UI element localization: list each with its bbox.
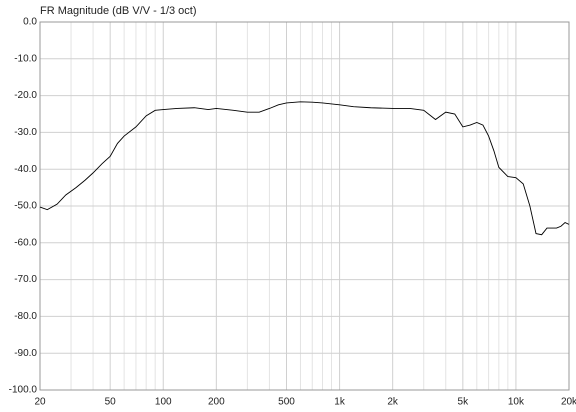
chart-title: FR Magnitude (dB V/V - 1/3 oct) <box>40 5 197 17</box>
x-tick-label: 10k <box>508 397 525 408</box>
y-tick-label: -40.0 <box>14 164 37 175</box>
x-tick-label: 2k <box>387 397 399 408</box>
x-tick-label: 5k <box>458 397 470 408</box>
plot-frame <box>39 21 570 391</box>
fr-line <box>39 101 570 236</box>
y-tick-label: -20.0 <box>14 90 37 101</box>
y-tick-label: -50.0 <box>14 201 37 212</box>
x-tick-label: 20k <box>561 397 576 408</box>
y-tick-label: -60.0 <box>14 237 37 248</box>
y-tick-label: -90.0 <box>14 348 37 359</box>
y-tick-label: -30.0 <box>14 127 37 138</box>
x-tick-label: 50 <box>105 397 117 408</box>
x-tick-label: 1k <box>334 397 346 408</box>
x-tick-label: 200 <box>208 397 225 408</box>
y-tick-label: -70.0 <box>14 274 37 285</box>
x-tick-label: 20 <box>34 397 46 408</box>
y-tick-label: 0.0 <box>23 17 37 28</box>
x-tick-label: 500 <box>278 397 295 408</box>
y-tick-label: -80.0 <box>14 311 37 322</box>
y-tick-label: -100.0 <box>9 385 38 396</box>
x-tick-label: 100 <box>155 397 172 408</box>
y-tick-label: -10.0 <box>14 53 37 64</box>
